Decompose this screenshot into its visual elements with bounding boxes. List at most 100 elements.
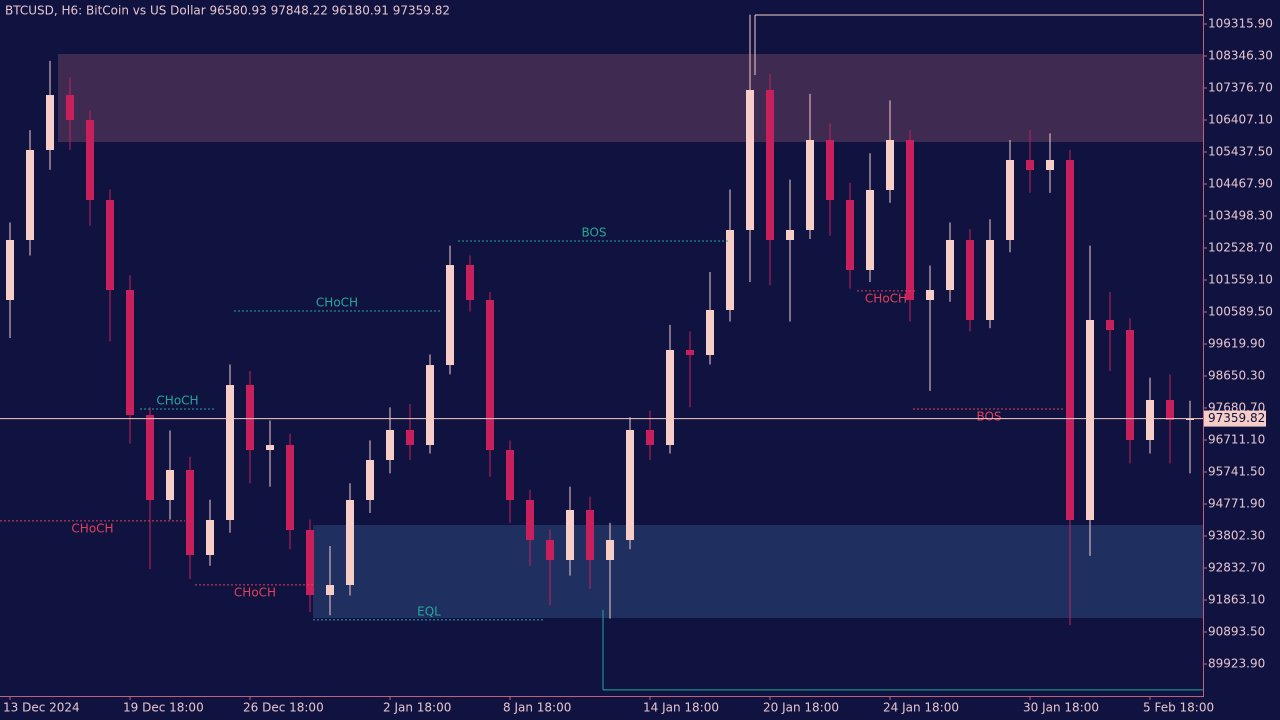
candle-body: [106, 199, 114, 290]
candle-body: [226, 385, 234, 520]
candle-body: [466, 265, 474, 300]
candle-body: [1166, 399, 1174, 420]
candle-body: [1026, 159, 1034, 170]
y-tick-label: 105437.50: [1208, 144, 1273, 158]
y-tick-label: 95741.50: [1208, 464, 1265, 478]
candle-body: [306, 529, 314, 596]
candle-body: [966, 239, 974, 320]
y-tick-label: 106407.10: [1208, 112, 1273, 126]
y-tick-label: 93802.30: [1208, 528, 1265, 542]
candle-body: [706, 309, 714, 356]
candle-body: [646, 429, 654, 446]
candle-body: [946, 239, 954, 290]
y-tick-label: 99619.90: [1208, 336, 1265, 350]
plot-area: [6, 14, 1203, 626]
candle-body: [26, 149, 34, 240]
x-tick-label: 19 Dec 18:00: [123, 701, 204, 715]
structure-label: CHoCH: [156, 394, 198, 408]
candle-body: [1066, 159, 1074, 520]
candle-body: [326, 585, 334, 596]
candle-body: [1186, 418, 1194, 420]
zone: [58, 53, 1203, 143]
candle-body: [1046, 159, 1054, 170]
price-tag: [1204, 410, 1266, 427]
structure-label: BOS: [581, 226, 606, 240]
y-tick-label: 101559.10: [1208, 272, 1273, 286]
candle-body: [766, 89, 774, 240]
zone: [313, 525, 1203, 619]
structure-label: BOS: [976, 410, 1001, 424]
candle-body: [246, 385, 254, 450]
y-tick-label: 107376.70: [1208, 80, 1273, 94]
candle-body: [626, 429, 634, 540]
structure-label: CHoCH: [71, 521, 113, 535]
y-tick-label: 96711.10: [1208, 432, 1265, 446]
candle-body: [986, 239, 994, 320]
y-tick-label: 108346.30: [1208, 48, 1273, 62]
candle-body: [266, 445, 274, 450]
candle-body: [826, 139, 834, 200]
candle-body: [1146, 399, 1154, 440]
y-tick-label: 92832.70: [1208, 560, 1265, 574]
structure-label: CHoCH: [234, 585, 276, 599]
y-tick-label: 109315.90: [1208, 16, 1273, 30]
candle-body: [526, 499, 534, 540]
candle-body: [1126, 329, 1134, 440]
candle-body: [86, 119, 94, 200]
candle-body: [566, 509, 574, 560]
x-tick-label: 30 Jan 18:00: [1023, 701, 1099, 715]
candle-body: [386, 429, 394, 460]
structure-label: EQL: [417, 604, 441, 618]
candle-body: [866, 189, 874, 270]
candle-body: [666, 349, 674, 446]
y-tick-label: 100589.50: [1208, 304, 1273, 318]
candle-body: [6, 239, 14, 300]
y-tick-label: 104467.90: [1208, 176, 1273, 190]
candle-body: [126, 289, 134, 416]
candle-body: [586, 509, 594, 560]
candle-body: [846, 199, 854, 270]
y-tick-label: 89923.90: [1208, 656, 1265, 670]
candle-body: [46, 95, 54, 150]
candle-body: [1006, 159, 1014, 240]
candle-body: [1086, 319, 1094, 520]
y-tick-label: 103498.30: [1208, 208, 1273, 222]
candle-body: [446, 265, 454, 366]
x-tick-label: 2 Jan 18:00: [383, 701, 451, 715]
x-tick-label: 5 Feb 18:00: [1143, 701, 1214, 715]
price-tag-label: 97359.82: [1208, 411, 1265, 425]
chart-title: BTCUSD, H6: BitCoin vs US Dollar 96580.9…: [5, 4, 450, 18]
candle-body: [286, 445, 294, 530]
x-tick-label: 20 Jan 18:00: [763, 701, 839, 715]
candle-body: [506, 449, 514, 500]
x-tick-label: 24 Jan 18:00: [883, 701, 959, 715]
structure-label: CHoCH: [316, 295, 358, 309]
candle-body: [426, 365, 434, 446]
candle-body: [66, 95, 74, 120]
structure-label: CHoCH: [865, 291, 907, 305]
candle-body: [746, 89, 754, 230]
candle-body: [886, 139, 894, 190]
candle-body: [206, 519, 214, 556]
y-tick-label: 94771.90: [1208, 496, 1265, 510]
x-tick-label: 14 Jan 18:00: [643, 701, 719, 715]
y-tick-label: 91863.10: [1208, 592, 1265, 606]
candle-body: [486, 299, 494, 450]
candle-body: [786, 229, 794, 240]
candle-body: [546, 539, 554, 560]
candle-body: [166, 469, 174, 500]
candle-body: [146, 415, 154, 500]
candle-body: [186, 469, 194, 556]
candle-body: [406, 429, 414, 446]
candle-body: [926, 289, 934, 300]
candle-body: [346, 499, 354, 586]
y-tick-label: 90893.50: [1208, 624, 1265, 638]
x-tick-label: 26 Dec 18:00: [243, 701, 324, 715]
candle-body: [686, 349, 694, 356]
candle-body: [726, 229, 734, 310]
candle-body: [606, 539, 614, 560]
candle-body: [1106, 319, 1114, 330]
x-tick-label: 8 Jan 18:00: [503, 701, 571, 715]
y-tick-label: 102528.70: [1208, 240, 1273, 254]
